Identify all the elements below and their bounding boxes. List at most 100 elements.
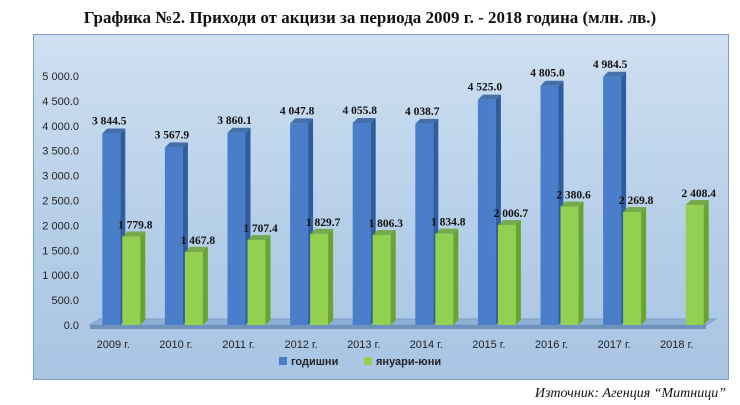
bar-annual-front [540,85,559,325]
bar-jan-jun-front [435,233,454,325]
data-label-jan-jun: 1 834.8 [431,217,466,229]
bar-jan-jun-side [703,200,709,325]
data-label-jan-jun: 1 707.4 [243,223,278,235]
data-label-annual: 4 047.8 [280,105,315,117]
bar-annual-top [102,128,126,134]
bar-jan-jun-side [390,230,396,325]
bar-annual-top [477,94,501,100]
y-axis: 0.0 500.0 1 000.0 1 500.0 2 000.0 2 500.0 3 00… [42,71,79,332]
bar-jan-jun-top [372,230,396,236]
bar-jan-jun-front [122,236,141,325]
bar-jan-jun [310,228,334,325]
bar-jan-jun-top [184,246,208,252]
data-label-annual: 3 844.5 [92,116,127,128]
bar-jan-jun-top [247,234,271,240]
bar-jan-jun-front [497,225,516,325]
bar-jan-jun-side [328,228,334,325]
bar-annual-front [415,123,434,325]
bar-jan-jun [247,234,271,325]
data-label-annual: 4 525.0 [468,82,503,94]
x-tick-label: 2011 г. [222,339,254,351]
bar-jan-jun-side [578,201,584,325]
x-tick-label: 2015 г. [472,339,505,351]
y-tick-label: 4 500.0 [42,96,79,108]
bar-jan-jun-front [310,233,329,325]
x-tick-label: 2014 г. [410,339,443,351]
chart-title: Графика №2. Приходи от акцизи за периода… [83,8,657,27]
bar-jan-jun-front [184,251,203,325]
bar-annual-top [603,71,627,77]
bar-annual-front [352,123,371,326]
bar-annual-top [415,118,439,124]
bar-jan-jun-front [247,239,266,325]
y-tick-label: 5 000.0 [42,71,79,83]
legend-swatch-jan-jun [364,357,372,365]
y-tick-label: 1 000.0 [42,270,79,282]
y-tick-label: 1 500.0 [42,245,79,257]
bar-jan-jun [497,220,521,325]
x-tick-label: 2009 г. [97,339,130,351]
bar-jan-jun-top [310,228,334,234]
x-tick-label: 2018 г. [660,339,693,351]
y-tick-label: 2 500.0 [42,196,79,208]
bar-annual-top [540,80,564,86]
data-label-annual: 4 984.5 [593,59,628,71]
source-note: Източник: Агенция “Митници” [534,386,726,401]
bar-annual-top [290,118,314,124]
data-label-annual: 4 038.7 [405,106,440,118]
bar-chart: 0.0 500.0 1 000.0 1 500.0 2 000.0 2 500.0 3 00… [42,59,718,368]
bar-annual [477,94,501,325]
bar-annual-front [603,76,622,325]
bar-jan-jun-top [560,201,584,207]
legend-label-annual: годишни [291,356,338,368]
chart-panel: 0.0 500.0 1 000.0 1 500.0 2 000.0 2 500.0 3 00… [33,34,729,380]
bar-jan-jun-side [515,220,521,325]
data-label-jan-jun: 1 806.3 [368,218,403,230]
bar-annual [164,142,188,325]
bar-jan-jun-side [202,246,208,325]
bar-jan-jun-side [265,234,271,325]
y-tick-label: 0.0 [64,320,79,332]
bar-annual [227,127,251,325]
bar-jan-jun-side [641,206,647,325]
data-label-jan-jun: 2 269.8 [619,195,654,207]
bar-jan-jun-top [685,200,709,206]
bar-jan-jun [184,246,208,325]
y-tick-label: 3 500.0 [42,146,79,158]
y-tick-label: 3 000.0 [42,171,79,183]
bars [102,71,709,326]
bar-jan-jun [685,200,709,325]
bar-annual-front [227,132,246,325]
bar-annual-front [290,123,309,326]
bar-jan-jun-front [560,206,579,325]
x-tick-label: 2012 г. [284,339,317,351]
bar-jan-jun-front [623,211,642,325]
x-tick-label: 2016 г. [535,339,568,351]
y-tick-label: 4 000.0 [42,121,79,133]
bar-annual-top [227,127,251,133]
data-label-annual: 3 860.1 [217,115,252,127]
legend-swatch-annual [279,357,287,365]
data-label-jan-jun: 1 779.8 [118,219,153,231]
bar-jan-jun [560,201,584,325]
x-tick-label: 2017 г. [597,339,630,351]
bar-annual-front [477,99,496,325]
x-tick-label: 2010 г. [159,339,192,351]
y-tick-label: 500.0 [51,295,79,307]
data-labels: 3 844.5 1 779.8 3 567.9 1 467.8 3 860.1 1 707… [92,59,716,247]
bar-jan-jun [623,206,647,325]
bar-jan-jun [122,231,146,325]
bar-jan-jun-side [453,228,459,325]
bar-jan-jun-top [122,231,146,237]
bar-annual [540,80,564,325]
bar-jan-jun-top [435,228,459,234]
bar-annual-front [164,147,183,325]
bar-jan-jun-top [623,206,647,212]
data-label-jan-jun: 2 006.7 [494,208,529,220]
y-tick-label: 2 000.0 [42,220,79,232]
bar-annual-top [164,142,188,148]
data-label-annual: 3 567.9 [155,129,190,141]
bar-annual-front [102,133,121,325]
bar-annual [102,128,126,325]
bar-jan-jun-top [497,220,521,226]
